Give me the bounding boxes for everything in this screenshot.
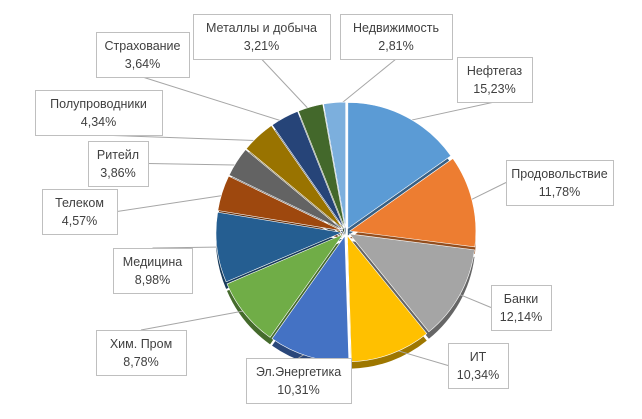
- slice-3-value-label: 12,14%: [500, 310, 542, 324]
- slice-13: [323, 101, 346, 229]
- slice-2-leader-line: [466, 182, 507, 203]
- slice-6-label: Хим. Пром 8,78%: [96, 330, 187, 376]
- slice-9-leader-line: [147, 163, 242, 166]
- slice-5-label: Эл.Энергетика 10,31%: [246, 358, 352, 404]
- slice-12-label: Металлы и добыча 3,21%: [193, 14, 331, 60]
- slice-8: [217, 175, 343, 232]
- slice-12: [297, 103, 346, 229]
- slice-3: [348, 233, 475, 333]
- slice-2: [349, 158, 477, 248]
- slice-12-category-label: Металлы и добыча: [206, 21, 317, 35]
- slice-11-leader-line: [142, 76, 288, 124]
- slice-3-leader-line: [454, 291, 492, 308]
- slice-9-label-box: [88, 141, 149, 187]
- slice-8-label: Телеком 4,57%: [42, 189, 118, 235]
- slice-10-value-label: 4,34%: [81, 115, 116, 129]
- slice-8-value-label: 4,57%: [62, 214, 97, 228]
- slice-9-label: Ритейл 3,86%: [88, 141, 149, 187]
- slice-11-label-box: [96, 32, 190, 78]
- slice-7-label-box: [113, 248, 193, 294]
- slice-6-label-box: [96, 330, 187, 376]
- slice-4: [347, 234, 428, 362]
- slice-2-category-label: Продовольствие: [511, 167, 607, 181]
- slice-1-leader-line: [402, 101, 495, 123]
- slice-13-leader-line: [334, 58, 397, 109]
- slice-13-label-box: [340, 14, 453, 60]
- slice-7-label: Медицина 8,98%: [113, 248, 193, 294]
- slice-2-label-box: [506, 160, 614, 206]
- slice-11-category-label: Страхование: [104, 39, 180, 53]
- slice-7-category-label: Медицина: [123, 255, 183, 269]
- slice-3-category-label: Банки: [504, 292, 539, 306]
- slice-4-label-box: [448, 343, 509, 389]
- slice-10: [245, 125, 344, 230]
- slice-12-value-label: 3,21%: [244, 39, 279, 53]
- slice-2-value-label: 11,78%: [539, 185, 580, 199]
- slice-13-value-label: 2,81%: [378, 39, 413, 53]
- slice-5-category-label: Эл.Энергетика: [256, 365, 341, 379]
- slice-1-label: Нефтегаз 15,23%: [457, 57, 533, 103]
- slice-3-label-box: [491, 285, 552, 331]
- slice-9: [228, 149, 343, 231]
- slice-2-label: Продовольствие 11,78%: [506, 160, 614, 206]
- slice-13-label: Недвижимость 2,81%: [340, 14, 453, 60]
- slice-12-leader-line: [261, 58, 313, 114]
- slice-1-category-label: Нефтегаз: [467, 64, 523, 78]
- slice-12-label-box: [193, 14, 331, 60]
- slice-8-leader-line: [116, 194, 228, 212]
- slice-9-value-label: 3,86%: [100, 166, 135, 180]
- slice-9-category-label: Ритейл: [97, 148, 139, 162]
- slice-10-label: Полупроводники 4,34%: [35, 90, 163, 136]
- slice-13-category-label: Недвижимость: [353, 21, 439, 35]
- slice-6-category-label: Хим. Пром: [110, 337, 172, 351]
- slice-4-label: ИТ 10,34%: [448, 343, 509, 389]
- slice-1-label-box: [457, 57, 533, 103]
- slice-6: [226, 233, 344, 338]
- slice-4-category-label: ИТ: [470, 350, 487, 364]
- slice-10-label-box: [35, 90, 163, 136]
- slice-5-value-label: 10,31%: [277, 383, 319, 397]
- slice-3-label: Банки 12,14%: [491, 285, 552, 331]
- slice-10-category-label: Полупроводники: [50, 97, 147, 111]
- slice-1-value-label: 15,23%: [473, 82, 515, 96]
- slice-8-category-label: Телеком: [55, 196, 104, 210]
- slice-11-value-label: 3,64%: [125, 57, 160, 71]
- slice-4-value-label: 10,34%: [457, 368, 499, 382]
- slice-6-leader-line: [140, 309, 250, 331]
- slice-11-label: Страхование 3,64%: [96, 32, 190, 78]
- slice-5-label-box: [246, 358, 352, 404]
- slice-7-leader-line: [152, 246, 223, 249]
- slice-1: [347, 102, 452, 230]
- slice-6-value-label: 8,78%: [123, 355, 158, 369]
- slice-8-label-box: [42, 189, 118, 235]
- slice-11: [271, 110, 345, 229]
- slice-7-value-label: 8,98%: [135, 273, 170, 287]
- slice-7: [215, 211, 344, 283]
